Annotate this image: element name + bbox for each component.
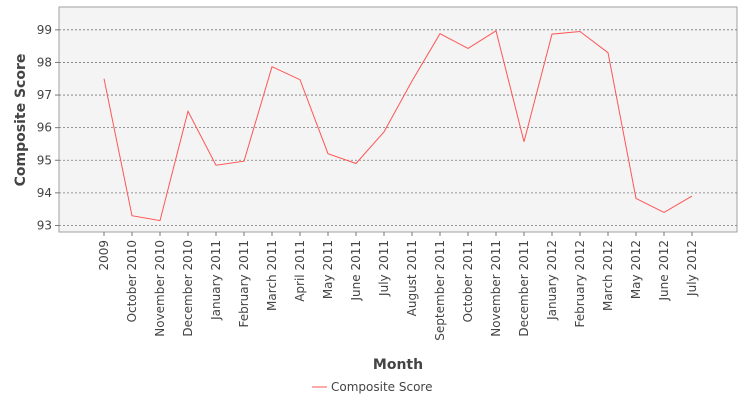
x-tick-label: September 2011	[433, 240, 447, 341]
data-point	[102, 76, 107, 81]
data-point	[606, 50, 611, 55]
plot-area	[58, 6, 738, 233]
y-tick-label: 94	[37, 186, 52, 200]
data-point	[214, 163, 219, 168]
x-tick-label: October 2011	[461, 240, 475, 322]
legend: Composite Score	[312, 380, 432, 394]
x-tick-label: March 2011	[265, 240, 279, 311]
data-point	[438, 31, 443, 36]
data-point	[382, 129, 387, 134]
series-layer	[102, 28, 695, 223]
data-point	[466, 46, 471, 51]
y-tick-label: 99	[37, 23, 52, 37]
x-tick-label: January 2012	[545, 240, 559, 321]
data-point	[298, 77, 303, 82]
x-tick-label: May 2011	[321, 240, 335, 299]
y-tick-label: 98	[37, 55, 52, 69]
x-axis: 2009 October 2010 November 2010 December 20…	[97, 232, 699, 341]
x-tick-label: December 2010	[181, 240, 195, 337]
x-tick-label: February 2011	[237, 240, 251, 328]
data-point	[242, 159, 247, 164]
x-tick-label: November 2010	[153, 240, 167, 337]
data-point	[270, 64, 275, 69]
x-tick-label: October 2010	[125, 240, 139, 322]
x-tick-label: July 2011	[377, 240, 391, 297]
data-point	[130, 213, 135, 218]
data-point	[410, 79, 415, 84]
y-axis: 93 94 95 96 97 98 99	[37, 23, 59, 232]
x-tick-label: February 2012	[573, 240, 587, 328]
series-line-composite-score	[103, 30, 693, 222]
grid-lines	[59, 29, 737, 226]
data-point	[354, 161, 359, 166]
x-tick-label: November 2011	[489, 240, 503, 337]
data-point	[550, 32, 555, 37]
x-tick-label: June 2011	[349, 240, 363, 302]
legend-label: Composite Score	[331, 380, 432, 394]
x-tick-label: July 2012	[685, 240, 699, 297]
data-point	[522, 139, 527, 144]
data-point	[578, 29, 583, 34]
y-tick-label: 95	[37, 153, 52, 167]
x-tick-label: May 2012	[629, 240, 643, 299]
data-point	[494, 28, 499, 33]
data-point	[634, 196, 639, 201]
y-axis-title: Composite Score	[13, 54, 29, 187]
data-point	[662, 210, 667, 215]
x-tick-label: August 2011	[405, 240, 419, 316]
x-tick-label: April 2011	[293, 240, 307, 302]
y-tick-label: 96	[37, 121, 52, 135]
x-axis-title: Month	[373, 357, 423, 373]
y-tick-label: 93	[37, 218, 52, 232]
x-tick-label: 2009	[97, 240, 111, 271]
x-tick-label: December 2011	[517, 240, 531, 337]
x-tick-label: March 2012	[601, 240, 615, 311]
data-point	[186, 109, 191, 114]
data-point	[158, 218, 163, 223]
y-tick-label: 97	[37, 88, 52, 102]
x-tick-label: June 2012	[657, 240, 671, 302]
data-point	[326, 151, 331, 156]
x-tick-label: January 2011	[209, 240, 223, 321]
data-point	[690, 194, 695, 199]
